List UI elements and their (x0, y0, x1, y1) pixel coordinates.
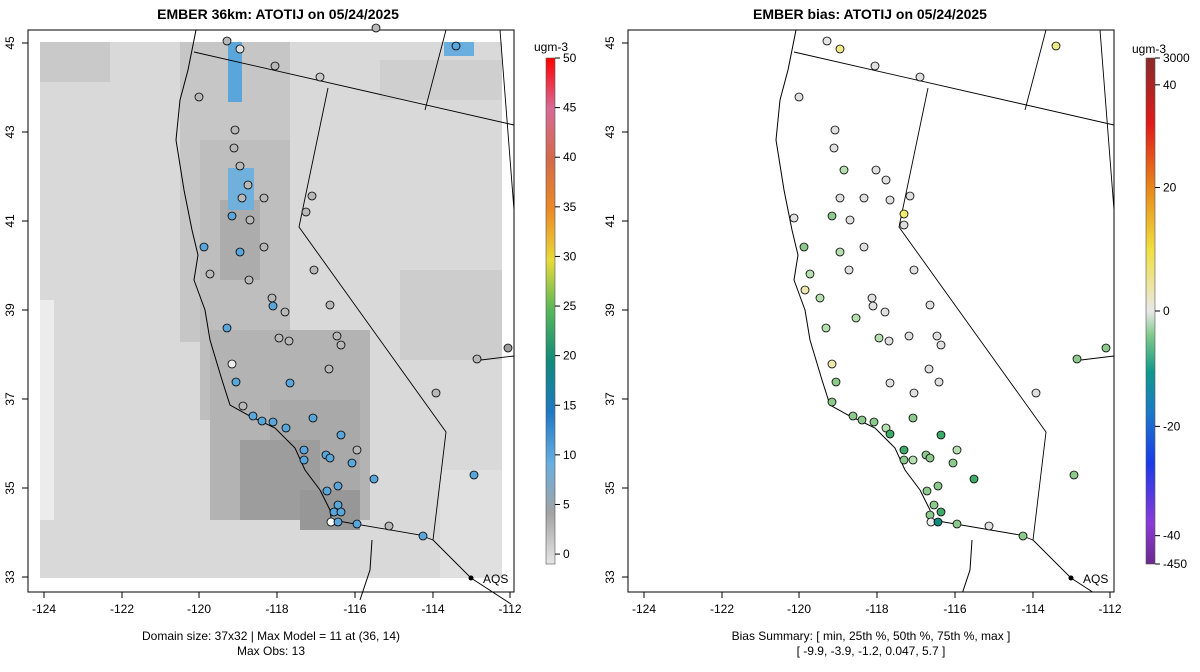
svg-text:-118: -118 (265, 602, 288, 616)
svg-text:43: 43 (3, 125, 17, 139)
colorbar-tick-label: -450 (1163, 557, 1187, 571)
colorbar-tick-label: 40 (563, 150, 577, 164)
colorbar-tick-label: 15 (563, 398, 577, 412)
y-axis: 33 35 37 39 41 43 45 (603, 36, 628, 584)
svg-text:45: 45 (603, 36, 617, 50)
colorbar-tick-label: 20 (1163, 181, 1177, 195)
x-axis: -124 -122 -120 -118 -116 -114 -112 (632, 592, 1122, 616)
colorbar-tick-label: 40 (1163, 78, 1177, 92)
colorbar-tick-label: 20 (563, 349, 577, 363)
left-map: AQS -124 -122 -120 -118 -116 -114 -112 3… (3, 23, 577, 616)
svg-text:35: 35 (603, 481, 617, 495)
y-axis: 33 35 37 39 41 43 45 (3, 36, 28, 584)
colorbar-tick-label: -20 (1163, 419, 1181, 433)
right-footer-line1: Bias Summary: [ min, 25th %, 50th %, 75t… (731, 629, 1011, 643)
svg-text:-112: -112 (498, 602, 521, 616)
colorbar-tick-label: 45 (563, 101, 577, 115)
network-label: AQS (483, 572, 508, 586)
svg-text:33: 33 (3, 570, 17, 584)
aqs-marker (468, 575, 474, 581)
svg-text:-122: -122 (110, 602, 134, 616)
colorbar-tick-label: 0 (563, 547, 570, 561)
colorbar-tick-label: 3000 (1163, 51, 1190, 65)
colorbar-right-unit: ugm-3 (1132, 42, 1167, 56)
svg-text:-116: -116 (943, 602, 966, 616)
right-footer-line2: [ -9.9, -3.9, -1.2, 0.047, 5.7 ] (796, 644, 946, 658)
svg-text:41: 41 (3, 214, 17, 228)
colorbar-tick-label: 30 (563, 249, 577, 263)
svg-text:-122: -122 (710, 602, 734, 616)
model-concentration-grid (40, 42, 502, 578)
svg-text:-120: -120 (187, 602, 211, 616)
svg-text:33: 33 (603, 570, 617, 584)
colorbar-tick-label: -40 (1163, 529, 1181, 543)
colorbar-tick-label: 10 (563, 448, 577, 462)
svg-text:-112: -112 (1098, 602, 1121, 616)
coastline (175, 29, 373, 601)
left-footer-line1: Domain size: 37x32 | Max Model = 11 at (… (141, 629, 401, 643)
colorbar-tick-label: 25 (563, 299, 577, 313)
svg-text:-114: -114 (1021, 602, 1044, 616)
network-label: AQS (1083, 572, 1108, 586)
obs-sites-left (194, 23, 513, 541)
colorbar-tick-label: 50 (563, 51, 577, 65)
model-hotspot-north (228, 42, 242, 102)
svg-text:-114: -114 (421, 602, 444, 616)
svg-text:-120: -120 (787, 602, 811, 616)
colorbar-tick-label: 5 (563, 497, 570, 511)
svg-text:-124: -124 (632, 602, 656, 616)
svg-text:-118: -118 (865, 602, 888, 616)
svg-text:37: 37 (3, 392, 17, 406)
colorbar-left-unit: ugm-3 (534, 40, 569, 54)
aqs-marker (1068, 575, 1074, 581)
svg-text:39: 39 (603, 303, 617, 317)
colorbar-right (1145, 57, 1156, 565)
obs-sites-right (789, 36, 1111, 541)
model-hotspot-central (228, 168, 254, 210)
x-axis: -124 -122 -120 -118 -116 -114 -112 (32, 592, 522, 616)
left-map-title: EMBER 36km: ATOTIJ on 05/24/2025 (157, 6, 399, 22)
coastline (775, 30, 973, 592)
left-footer-line2: Max Obs: 13 (236, 644, 306, 658)
svg-text:-116: -116 (343, 602, 366, 616)
colorbar-right-ticks: 3000 40 20 0 -20 -40 -450 (1155, 51, 1190, 571)
svg-text:39: 39 (3, 303, 17, 317)
svg-text:41: 41 (603, 214, 617, 228)
colorbar-tick-label: 35 (563, 200, 577, 214)
svg-text:37: 37 (603, 392, 617, 406)
svg-text:43: 43 (603, 125, 617, 139)
colorbar-tick-label: 0 (1163, 304, 1170, 318)
svg-text:35: 35 (3, 481, 17, 495)
colorbar-left (545, 57, 556, 565)
right-map-title: EMBER bias: ATOTIJ on 05/24/2025 (753, 6, 987, 22)
right-map: AQS -124 -122 -120 -118 -116 -114 -112 3… (603, 29, 1190, 616)
svg-text:-124: -124 (32, 602, 56, 616)
svg-text:45: 45 (3, 36, 17, 50)
